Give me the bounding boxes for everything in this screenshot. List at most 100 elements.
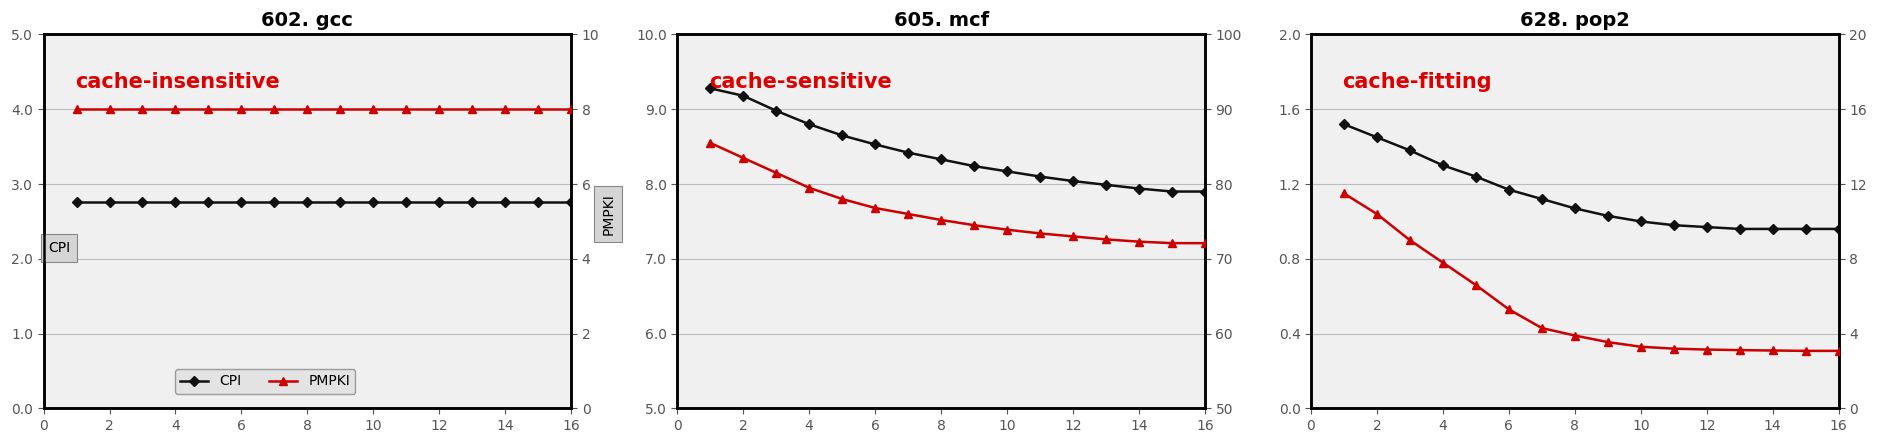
PMPKI (864, 205, 886, 210)
CPI (1129, 186, 1151, 191)
CPI (362, 199, 385, 205)
PMPKI (699, 140, 721, 146)
CPI (1029, 174, 1052, 179)
PMPKI (131, 107, 154, 112)
PMPKI (329, 107, 351, 112)
PMPKI (297, 107, 319, 112)
PMPKI (1630, 344, 1653, 349)
CPI (798, 122, 821, 127)
PMPKI (1465, 282, 1487, 288)
PMPKI (732, 155, 755, 161)
PMPKI (98, 107, 120, 112)
PMPKI (995, 227, 1018, 232)
PMPKI (1564, 333, 1587, 338)
CPI (699, 86, 721, 91)
CPI (394, 199, 417, 205)
PMPKI (197, 107, 220, 112)
PMPKI (1827, 348, 1850, 353)
PMPKI (1431, 260, 1454, 265)
CPI (560, 199, 582, 205)
CPI (428, 199, 451, 205)
PMPKI (362, 107, 385, 112)
CPI (1696, 224, 1718, 230)
CPI (131, 199, 154, 205)
PMPKI (1728, 348, 1750, 353)
PMPKI (1762, 348, 1784, 353)
PMPKI (1029, 231, 1052, 236)
CPI (864, 142, 886, 147)
CPI (1333, 122, 1356, 127)
CPI (1596, 213, 1619, 218)
CPI (1531, 196, 1553, 202)
PMPKI (1129, 239, 1151, 244)
CPI (1728, 226, 1750, 232)
CPI (1762, 226, 1784, 232)
PMPKI (830, 196, 853, 202)
CPI (1365, 135, 1388, 140)
PMPKI (1531, 325, 1553, 331)
Line: PMPKI: PMPKI (73, 105, 575, 113)
PMPKI (1497, 307, 1519, 312)
CPI (1465, 174, 1487, 179)
CPI (197, 199, 220, 205)
PMPKI (1399, 238, 1422, 243)
Text: CPI: CPI (49, 241, 69, 255)
CPI (995, 169, 1018, 174)
CPI (163, 199, 186, 205)
CPI (1630, 219, 1653, 224)
Legend: CPI, PMPKI: CPI, PMPKI (175, 369, 355, 394)
CPI (732, 93, 755, 99)
PMPKI (1095, 237, 1117, 242)
CPI (1061, 178, 1084, 184)
PMPKI (798, 185, 821, 190)
PMPKI (1662, 346, 1685, 351)
CPI (231, 199, 254, 205)
Line: CPI: CPI (706, 85, 1209, 195)
PMPKI (1365, 211, 1388, 217)
CPI (98, 199, 120, 205)
CPI (297, 199, 319, 205)
PMPKI (494, 107, 516, 112)
PMPKI (963, 222, 986, 228)
CPI (263, 199, 285, 205)
CPI (1431, 163, 1454, 168)
CPI (963, 163, 986, 169)
CPI (930, 157, 952, 162)
PMPKI (764, 170, 787, 175)
CPI (764, 108, 787, 113)
CPI (898, 150, 920, 155)
PMPKI (930, 217, 952, 222)
PMPKI (1333, 191, 1356, 196)
Text: PMPKI: PMPKI (601, 193, 616, 235)
CPI (1161, 189, 1183, 194)
Title: 602. gcc: 602. gcc (261, 11, 353, 30)
Line: CPI: CPI (1341, 121, 1842, 232)
CPI (1399, 148, 1422, 153)
CPI (494, 199, 516, 205)
PMPKI (1696, 347, 1718, 352)
PMPKI (1795, 348, 1818, 353)
PMPKI (66, 107, 88, 112)
CPI (462, 199, 485, 205)
PMPKI (462, 107, 485, 112)
PMPKI (394, 107, 417, 112)
Line: PMPKI: PMPKI (706, 139, 1209, 247)
CPI (528, 199, 550, 205)
CPI (1662, 222, 1685, 228)
PMPKI (898, 211, 920, 217)
Text: cache-insensitive: cache-insensitive (75, 72, 280, 92)
CPI (329, 199, 351, 205)
Title: 628. pop2: 628. pop2 (1519, 11, 1630, 30)
Text: cache-fitting: cache-fitting (1343, 72, 1493, 92)
CPI (1827, 226, 1850, 232)
PMPKI (163, 107, 186, 112)
PMPKI (560, 107, 582, 112)
CPI (1194, 189, 1217, 194)
CPI (1795, 226, 1818, 232)
PMPKI (428, 107, 451, 112)
Text: cache-sensitive: cache-sensitive (708, 72, 892, 92)
Title: 605. mcf: 605. mcf (894, 11, 988, 30)
CPI (1095, 182, 1117, 187)
PMPKI (1061, 234, 1084, 239)
PMPKI (528, 107, 550, 112)
